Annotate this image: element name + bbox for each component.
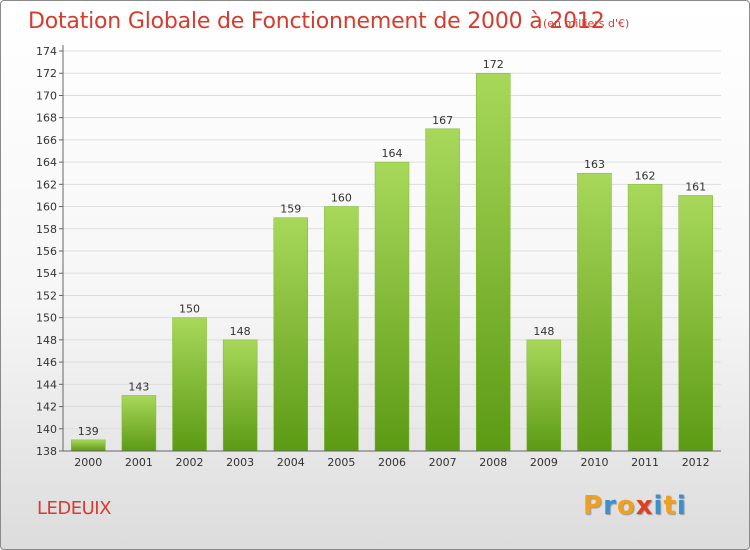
logo-letter: P xyxy=(583,491,604,521)
y-tick-label: 172 xyxy=(36,67,57,80)
y-tick-label: 162 xyxy=(36,178,57,191)
x-axis: 2000 2001 2002 2003 2004 2005 2006 2007 2008 2009… xyxy=(63,450,721,469)
logo-letter: i xyxy=(653,491,664,521)
x-tick-label: 2002 xyxy=(176,456,204,469)
bars: 139 143 150 148 159 160 164 167 172 148 163 162 161 xyxy=(71,58,713,452)
data-label: 164 xyxy=(382,147,403,160)
data-label: 163 xyxy=(584,158,605,171)
data-label: 150 xyxy=(179,303,200,316)
y-tick-label: 158 xyxy=(36,223,57,236)
y-tick-label: 144 xyxy=(36,378,57,391)
logo-letter: x xyxy=(635,491,654,521)
x-tick-label: 2009 xyxy=(530,456,558,469)
y-tick-label: 152 xyxy=(36,289,57,302)
data-label: 162 xyxy=(635,169,656,182)
y-tick-label: 148 xyxy=(36,334,57,347)
bar-2009 xyxy=(526,339,562,452)
y-tick-label: 138 xyxy=(36,445,57,458)
data-label: 148 xyxy=(533,325,554,338)
bar-2012 xyxy=(678,195,713,452)
data-label: 139 xyxy=(78,425,99,438)
bar-2010 xyxy=(577,172,612,452)
x-tick-label: 2011 xyxy=(631,456,659,469)
commune-name: LEDEUIX xyxy=(37,498,111,519)
data-label: 160 xyxy=(331,192,352,205)
y-tick-label: 166 xyxy=(36,134,57,147)
chart-unit-note: (en milliers d'€) xyxy=(543,17,630,30)
y-tick-label: 154 xyxy=(36,267,57,280)
x-tick-label: 2007 xyxy=(429,456,457,469)
data-label: 167 xyxy=(432,114,453,127)
y-tick-label: 156 xyxy=(36,245,57,258)
bar-2007 xyxy=(425,128,460,452)
chart-title: Dotation Globale de Fonctionnement de 20… xyxy=(28,9,605,34)
x-tick-label: 2000 xyxy=(74,456,102,469)
data-label: 148 xyxy=(230,325,251,338)
bar-2000 xyxy=(71,439,106,452)
x-tick-label: 2001 xyxy=(125,456,153,469)
logo-letter: r xyxy=(603,491,617,521)
logo-letter: i xyxy=(676,491,687,521)
proxiti-logo[interactable]: Proxiti xyxy=(583,491,687,521)
y-tick-label: 164 xyxy=(36,156,57,169)
data-label: 172 xyxy=(483,58,504,71)
bar-2004 xyxy=(273,217,309,452)
y-tick-label: 142 xyxy=(36,401,57,414)
bar-2002 xyxy=(172,317,207,452)
y-tick-label: 160 xyxy=(36,201,57,214)
bar-2006 xyxy=(374,161,410,452)
y-tick-label: 150 xyxy=(36,312,57,325)
x-tick-label: 2008 xyxy=(479,456,507,469)
y-tick-label: 146 xyxy=(36,356,57,369)
bar-2005 xyxy=(324,206,359,452)
data-label: 161 xyxy=(685,180,706,193)
y-tick-label: 168 xyxy=(36,112,57,125)
y-axis: 138 140 142 144 146 148 150 152 154 156 158 160 162 1… xyxy=(36,45,64,458)
x-tick-label: 2005 xyxy=(327,456,355,469)
x-tick-label: 2010 xyxy=(580,456,608,469)
bar-2001 xyxy=(121,395,157,452)
y-tick-label: 174 xyxy=(36,45,57,58)
data-label: 159 xyxy=(280,203,301,216)
y-tick-label: 140 xyxy=(36,423,57,436)
data-label: 143 xyxy=(128,380,149,393)
bar-2008 xyxy=(475,72,511,452)
bar-2003 xyxy=(222,339,258,452)
logo-letter: o xyxy=(616,491,636,521)
x-tick-label: 2004 xyxy=(277,456,305,469)
logo-letter: t xyxy=(663,491,677,521)
x-tick-label: 2012 xyxy=(682,456,710,469)
y-tick-label: 170 xyxy=(36,89,57,102)
x-tick-label: 2003 xyxy=(226,456,254,469)
x-tick-label: 2006 xyxy=(378,456,406,469)
bar-2011 xyxy=(627,184,663,452)
